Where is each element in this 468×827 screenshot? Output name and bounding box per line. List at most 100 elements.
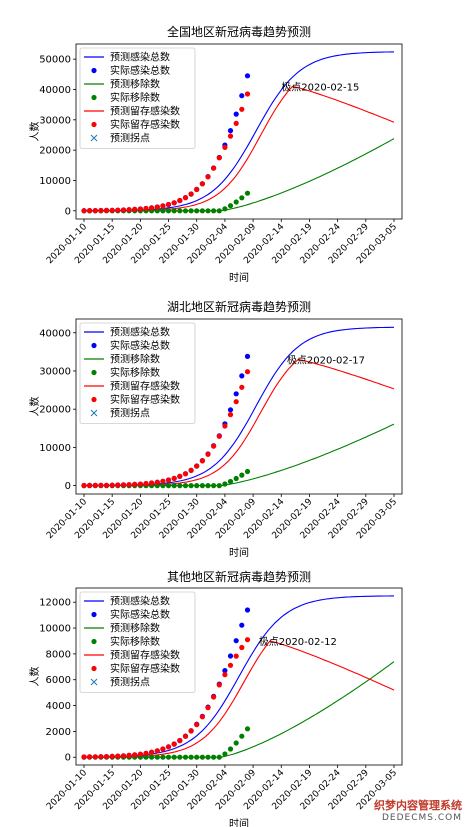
y-axis-label: 人数 xyxy=(28,122,41,142)
actual-removed-point xyxy=(177,483,183,489)
legend-dot-marker xyxy=(91,67,97,74)
actual-current-point xyxy=(149,749,155,755)
actual-removed-point xyxy=(165,208,172,214)
legend-x-marker xyxy=(90,409,98,417)
actual-current-point xyxy=(160,478,166,484)
actual-removed-point xyxy=(165,483,172,489)
legend-label: 预测拐点 xyxy=(110,132,150,145)
chart-title: 湖北地区新冠病毒趋势预测 xyxy=(167,299,311,314)
actual-current-point xyxy=(109,753,115,760)
actual-removed-point xyxy=(171,208,177,214)
predicted-removed-line xyxy=(84,138,395,212)
actual-total-point xyxy=(244,73,251,79)
legend-dot-marker xyxy=(91,94,97,101)
actual-current-point xyxy=(103,482,110,488)
legend-label: 预测感染总数 xyxy=(110,326,170,339)
y-tick-label: 30000 xyxy=(39,115,71,126)
actual-removed-point xyxy=(211,208,217,214)
legend-label: 预测感染总数 xyxy=(110,595,170,608)
legend-label: 预测感染总数 xyxy=(110,51,170,64)
actual-current-point xyxy=(216,155,222,161)
actual-current-point xyxy=(120,753,127,759)
actual-current-point xyxy=(205,705,211,711)
legend-label: 实际留存感染数 xyxy=(110,662,180,675)
actual-current-point xyxy=(103,207,110,213)
actual-removed-point xyxy=(154,208,160,214)
actual-current-point xyxy=(132,752,138,758)
actual-current-point xyxy=(126,482,132,488)
actual-removed-point xyxy=(199,483,205,489)
y-tick-label: 6000 xyxy=(46,675,71,686)
actual-current-point xyxy=(233,120,239,126)
actual-removed-point xyxy=(227,746,234,752)
actual-current-point xyxy=(171,200,177,206)
legend-label: 预测移除数 xyxy=(110,353,160,366)
y-tick-label: 30000 xyxy=(39,366,71,377)
actual-removed-point xyxy=(177,754,183,760)
y-tick-label: 40000 xyxy=(39,328,71,339)
x-axis-label: 时间 xyxy=(229,271,249,284)
watermark-line2: DEDECMS.COM xyxy=(382,813,462,823)
actual-current-point xyxy=(98,207,104,214)
legend-dot-marker xyxy=(91,611,97,618)
actual-removed-point xyxy=(205,483,211,489)
actual-total-point xyxy=(227,128,234,134)
actual-current-point xyxy=(115,482,121,488)
actual-current-point xyxy=(227,412,234,418)
actual-removed-point xyxy=(239,733,245,739)
actual-current-point xyxy=(87,754,93,760)
legend-x-marker xyxy=(90,134,98,142)
actual-current-point xyxy=(143,750,149,756)
legend-label: 预测拐点 xyxy=(110,407,150,420)
actual-removed-point xyxy=(239,195,245,201)
predicted-removed-line xyxy=(84,423,395,487)
actual-removed-point xyxy=(222,481,228,487)
legend-label: 实际移除数 xyxy=(110,635,160,648)
actual-current-point xyxy=(109,207,115,213)
actual-current-point xyxy=(165,744,172,750)
actual-removed-point xyxy=(188,754,194,760)
plot-frame xyxy=(75,318,403,495)
actual-removed-point xyxy=(143,754,149,760)
chart-title: 其他地区新冠病毒趋势预测 xyxy=(167,569,311,584)
legend-dot-marker xyxy=(91,638,97,645)
actual-current-point xyxy=(194,463,200,469)
peak-annotation: 极点2020-02-15 xyxy=(281,80,359,93)
actual-current-point xyxy=(199,458,205,464)
legend-label: 预测移除数 xyxy=(110,78,160,91)
actual-total-point xyxy=(227,407,234,413)
actual-current-point xyxy=(239,106,245,112)
actual-removed-point xyxy=(222,751,228,757)
legend-box xyxy=(79,47,196,149)
actual-current-point xyxy=(233,653,239,659)
legend-label: 实际移除数 xyxy=(110,366,160,379)
actual-current-point xyxy=(143,205,149,212)
actual-removed-point xyxy=(182,483,189,489)
y-tick-label: 4000 xyxy=(46,701,71,712)
actual-current-point xyxy=(199,181,205,187)
legend-label: 预测移除数 xyxy=(110,622,160,635)
actual-current-point xyxy=(81,482,87,489)
actual-total-point xyxy=(233,111,239,117)
y-tick-label: 40000 xyxy=(39,85,71,96)
actual-removed-point xyxy=(227,478,234,485)
actual-current-point xyxy=(188,467,194,473)
actual-current-point xyxy=(115,753,121,759)
actual-current-point xyxy=(222,144,228,150)
actual-current-point xyxy=(109,482,115,488)
actual-removed-point xyxy=(205,754,211,760)
actual-current-point xyxy=(194,186,200,193)
y-tick-label: 10000 xyxy=(39,176,71,187)
actual-removed-point xyxy=(154,754,160,760)
actual-total-point xyxy=(239,93,245,99)
watermark-line1: 织梦内容管理系统 xyxy=(374,799,462,812)
actual-removed-point xyxy=(194,754,200,760)
legend-box xyxy=(79,322,196,424)
actual-removed-point xyxy=(182,754,189,760)
actual-removed-point xyxy=(216,754,222,760)
actual-current-point xyxy=(154,204,160,210)
actual-current-point xyxy=(154,479,160,485)
